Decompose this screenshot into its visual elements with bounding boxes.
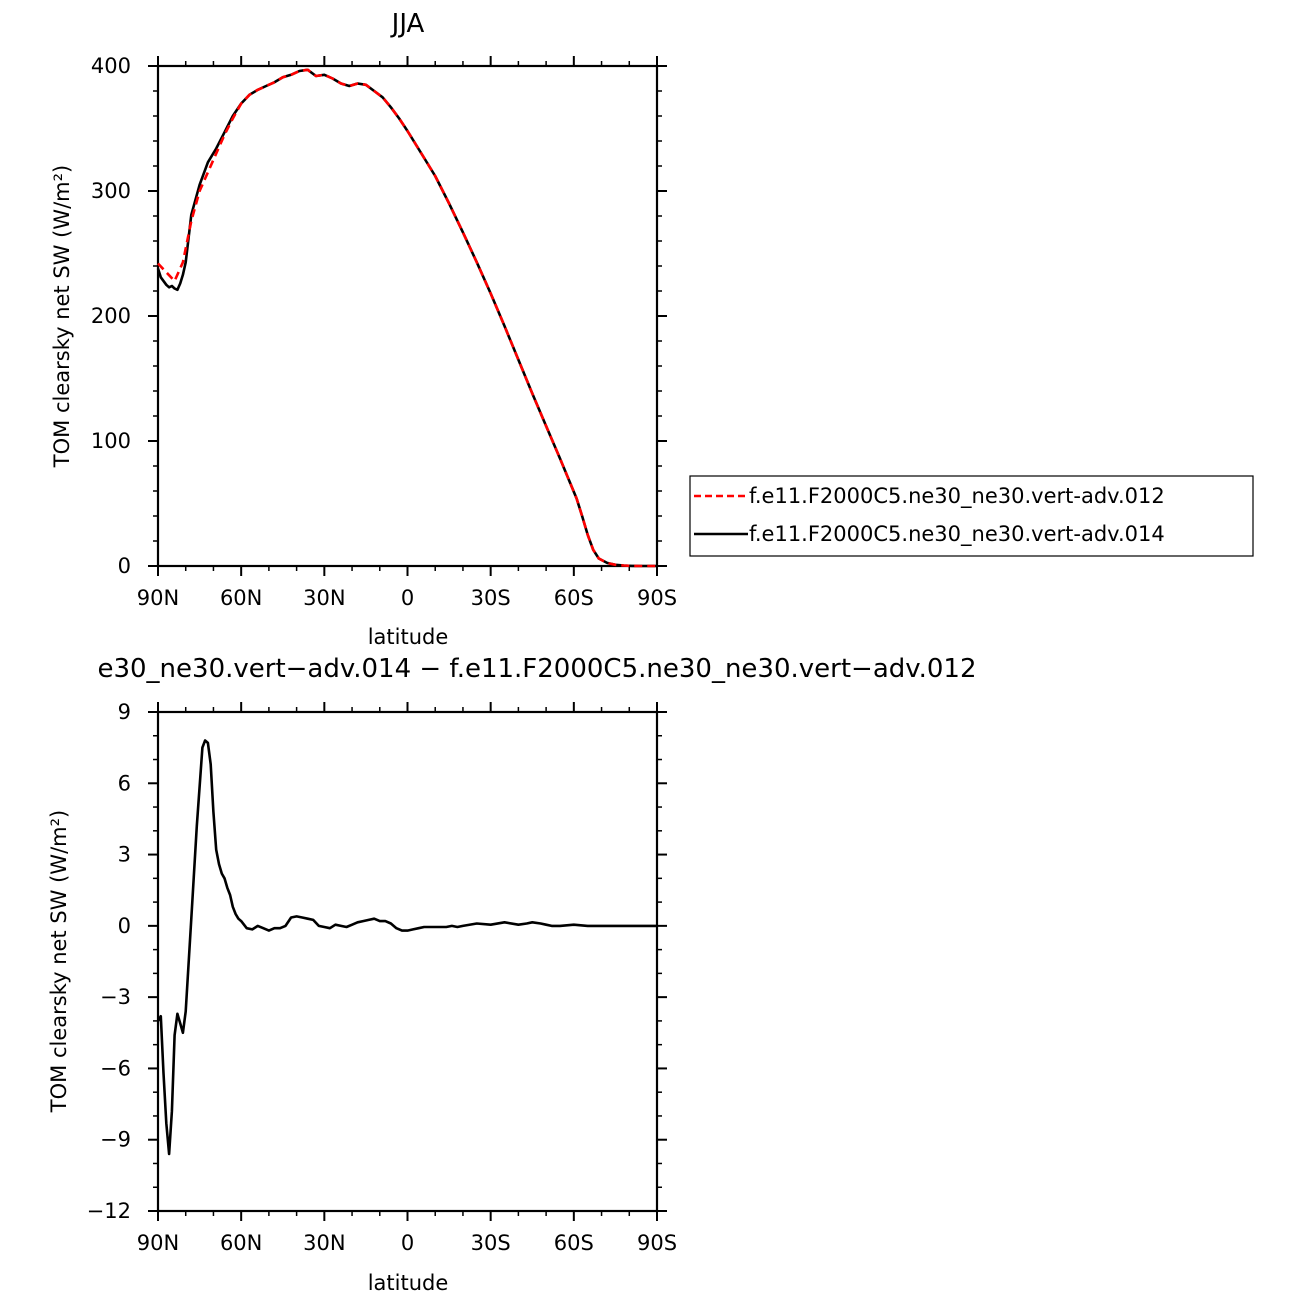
- bottom-y-tick-label: −9: [100, 1128, 131, 1152]
- bottom-y-axis-label: TOM clearsky net SW (W/m²): [47, 810, 71, 1113]
- bottom-plot-area: 90N 60N 30N 0 30S 60S 90S −12 −9 −6 −3 0 3 6 9: [87, 700, 677, 1255]
- bottom-y-tick-label: −12: [87, 1199, 131, 1223]
- top-y-axis-label: TOM clearsky net SW (W/m²): [50, 165, 74, 468]
- bottom-x-tick-label: 90S: [637, 1231, 677, 1255]
- top-x-tick-label: 30S: [471, 586, 511, 610]
- top-x-tick-label: 60N: [220, 586, 262, 610]
- bottom-y-tick-label: 0: [118, 914, 131, 938]
- bottom-y-tick-label: 3: [118, 843, 131, 867]
- top-series-line-0: [157, 68, 657, 568]
- top-x-axis-label: latitude: [368, 625, 449, 649]
- top-y-tick-label: 100: [91, 429, 131, 453]
- top-chart-title: JJA: [390, 9, 425, 39]
- bottom-y-tick-label: −3: [100, 985, 131, 1009]
- top-x-tick-label: 0: [401, 586, 414, 610]
- bottom-chart-title: e30_ne30.vert−adv.014 − f.e11.F2000C5.ne…: [97, 654, 976, 684]
- bottom-x-tick-label: 0: [401, 1231, 414, 1255]
- bottom-plot-frame: [156, 710, 659, 1213]
- bottom-x-axis-label: latitude: [368, 1271, 449, 1295]
- legend-box: [689, 475, 1254, 557]
- bottom-series-line-0: [156, 739, 657, 1156]
- top-y-tick-label: 0: [118, 554, 131, 578]
- bottom-y-tick-label: 9: [118, 700, 131, 724]
- bottom-x-tick-label: 90N: [137, 1231, 179, 1255]
- legend-label-series-012: f.e11.F2000C5.ne30_ne30.vert-adv.012: [749, 484, 1165, 509]
- top-y-tick-label: 300: [91, 179, 131, 203]
- bottom-y-tick-label: 6: [118, 771, 131, 795]
- bottom-y-tick-label: −6: [100, 1056, 131, 1080]
- top-x-tick-label: 90S: [637, 586, 677, 610]
- top-x-tick-label: 60S: [554, 586, 594, 610]
- top-plot-area: 90N 60N 30N 0 30S 60S 90S 0 100 200 300 400: [91, 54, 677, 610]
- bottom-x-tick-label: 30S: [471, 1231, 511, 1255]
- bottom-x-tick-label: 30N: [303, 1231, 345, 1255]
- bottom-x-tick-label: 60N: [220, 1231, 262, 1255]
- legend-label-series-014: f.e11.F2000C5.ne30_ne30.vert-adv.014: [749, 522, 1165, 547]
- top-x-tick-label: 90N: [137, 586, 179, 610]
- top-y-tick-label: 200: [91, 304, 131, 328]
- bottom-x-tick-label: 60S: [554, 1231, 594, 1255]
- top-series-line-1: [156, 68, 657, 568]
- top-y-tick-label: 400: [91, 54, 131, 78]
- top-plot-frame: [156, 64, 659, 568]
- top-x-tick-label: 30N: [303, 586, 345, 610]
